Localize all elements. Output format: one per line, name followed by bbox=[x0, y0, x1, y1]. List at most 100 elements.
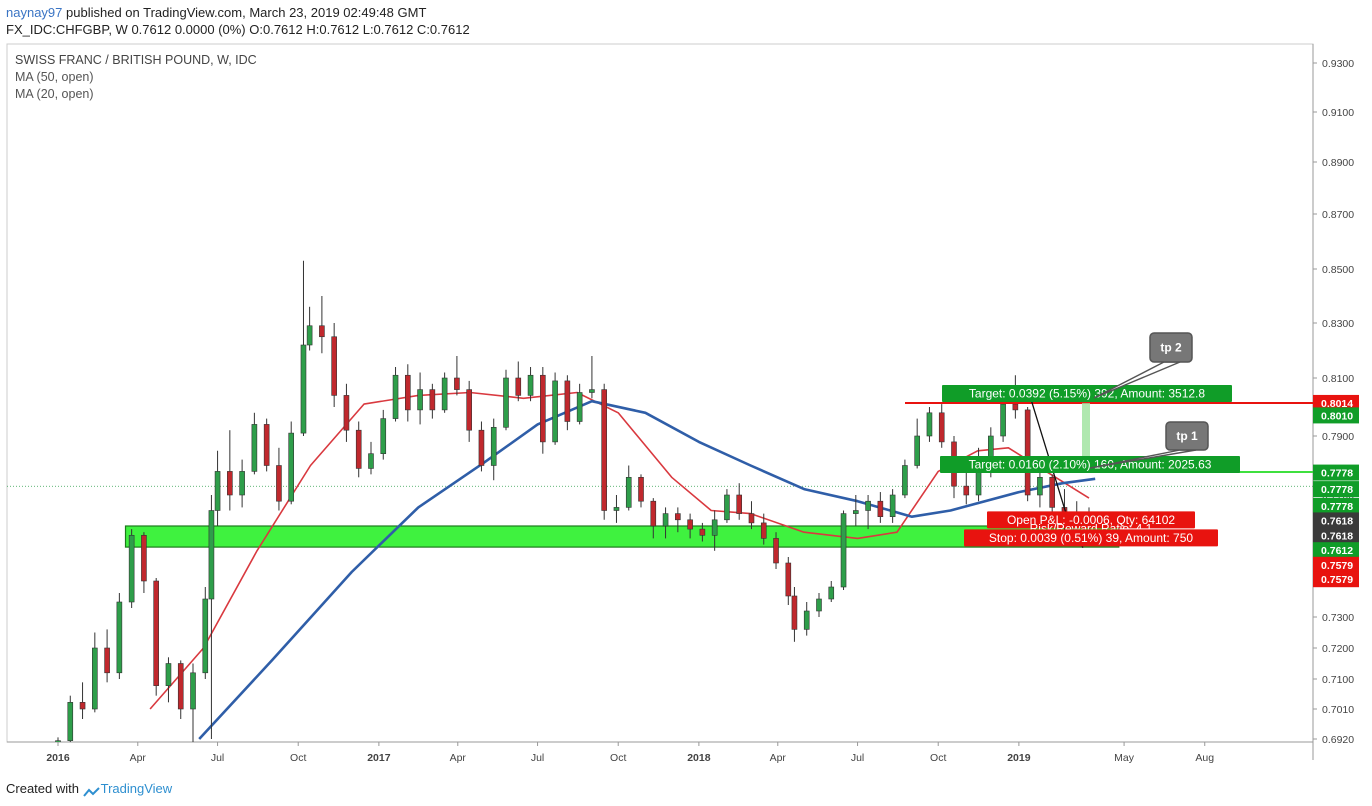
candle[interactable] bbox=[67, 695, 74, 746]
candle[interactable] bbox=[902, 459, 908, 499]
candle[interactable] bbox=[92, 632, 98, 713]
candle[interactable] bbox=[803, 602, 810, 636]
candle[interactable] bbox=[889, 489, 896, 523]
candle[interactable] bbox=[503, 369, 509, 431]
candle[interactable] bbox=[79, 682, 86, 719]
candle[interactable] bbox=[914, 418, 920, 469]
candle[interactable] bbox=[227, 430, 233, 511]
candle[interactable] bbox=[564, 375, 571, 431]
candle[interactable] bbox=[724, 489, 730, 523]
candle[interactable] bbox=[454, 356, 460, 396]
tp1-callout[interactable]: tp 1 bbox=[1089, 421, 1209, 469]
candle[interactable] bbox=[711, 510, 718, 551]
candle[interactable] bbox=[104, 629, 110, 683]
candle[interactable] bbox=[490, 418, 497, 481]
candle-body bbox=[116, 601, 123, 674]
candle-body bbox=[1012, 403, 1019, 411]
candle[interactable] bbox=[331, 323, 337, 407]
candle[interactable] bbox=[877, 492, 884, 523]
candle[interactable] bbox=[116, 593, 123, 679]
candle[interactable] bbox=[355, 421, 362, 478]
candle[interactable] bbox=[625, 465, 632, 511]
candle[interactable] bbox=[306, 306, 313, 351]
candle[interactable] bbox=[128, 529, 135, 608]
candle-body bbox=[650, 500, 657, 527]
candle[interactable] bbox=[662, 507, 669, 539]
candle[interactable] bbox=[466, 380, 472, 442]
candle[interactable] bbox=[55, 737, 61, 752]
candle[interactable] bbox=[675, 507, 681, 533]
target2-box[interactable]: Target: 0.0392 (5.15%) 392, Amount: 3512… bbox=[942, 384, 1232, 402]
candle[interactable] bbox=[687, 513, 693, 539]
candle[interactable] bbox=[699, 522, 706, 542]
stop-box[interactable]: Stop: 0.0039 (0.51%) 39, Amount: 750 bbox=[964, 529, 1218, 547]
candle[interactable] bbox=[368, 441, 374, 475]
tradingview-brand[interactable]: TradingView bbox=[100, 781, 173, 796]
candle[interactable] bbox=[165, 657, 172, 703]
candle[interactable] bbox=[190, 663, 196, 750]
candle[interactable] bbox=[343, 383, 350, 442]
candle[interactable] bbox=[736, 483, 743, 520]
candle[interactable] bbox=[785, 557, 792, 605]
candle[interactable] bbox=[828, 581, 835, 602]
candle[interactable] bbox=[926, 407, 933, 442]
candle-body bbox=[527, 374, 534, 396]
candle[interactable] bbox=[319, 296, 325, 354]
candle[interactable] bbox=[613, 495, 620, 523]
open-pnl-box[interactable]: Open P&L: -0.0006, Qty: 64102 bbox=[987, 511, 1195, 529]
candle[interactable] bbox=[263, 418, 270, 472]
candle[interactable] bbox=[202, 587, 209, 679]
price-label-bg bbox=[1313, 512, 1359, 529]
candle-body bbox=[877, 500, 884, 518]
candle[interactable] bbox=[650, 498, 657, 539]
price-label: 0.7579 bbox=[1313, 556, 1359, 573]
candle[interactable] bbox=[540, 367, 546, 454]
candle[interactable] bbox=[576, 383, 583, 425]
candle[interactable] bbox=[840, 510, 847, 591]
candle[interactable] bbox=[601, 383, 607, 520]
candle[interactable] bbox=[478, 421, 485, 472]
candle[interactable] bbox=[276, 447, 282, 511]
candle[interactable] bbox=[288, 421, 295, 505]
ma20-legend[interactable]: MA (20, open) bbox=[15, 87, 94, 101]
x-tick-label: Oct bbox=[930, 752, 946, 764]
candle[interactable] bbox=[141, 532, 147, 593]
candle[interactable] bbox=[638, 474, 644, 508]
candle[interactable] bbox=[405, 364, 411, 422]
candle[interactable] bbox=[239, 459, 245, 508]
candle[interactable] bbox=[392, 367, 399, 422]
candle[interactable] bbox=[527, 367, 534, 402]
ma50-legend[interactable]: MA (50, open) bbox=[15, 70, 94, 84]
candle[interactable] bbox=[300, 260, 307, 436]
tp2-callout[interactable]: tp 2 bbox=[1093, 332, 1193, 399]
candle[interactable] bbox=[773, 532, 779, 569]
candle-body bbox=[803, 610, 810, 630]
candle[interactable] bbox=[380, 409, 387, 460]
candle[interactable] bbox=[214, 450, 221, 526]
candle[interactable] bbox=[552, 372, 558, 445]
candle-body bbox=[417, 389, 423, 411]
candle[interactable] bbox=[153, 578, 159, 696]
candle[interactable] bbox=[1037, 468, 1043, 508]
candle[interactable] bbox=[1024, 407, 1031, 502]
candle[interactable] bbox=[208, 495, 215, 739]
candle[interactable] bbox=[177, 660, 184, 719]
candle[interactable] bbox=[853, 495, 859, 526]
author-link[interactable]: naynay97 bbox=[6, 5, 63, 20]
candle[interactable] bbox=[865, 495, 871, 530]
candle[interactable] bbox=[816, 593, 822, 617]
candle-body bbox=[405, 374, 411, 411]
candle[interactable] bbox=[589, 356, 595, 399]
candle[interactable] bbox=[760, 513, 767, 545]
candle[interactable] bbox=[441, 372, 448, 413]
candle[interactable] bbox=[791, 587, 798, 642]
candle[interactable] bbox=[417, 372, 423, 425]
candle[interactable] bbox=[429, 383, 436, 419]
candle[interactable] bbox=[748, 501, 755, 530]
candle-body bbox=[227, 471, 233, 496]
candle[interactable] bbox=[938, 404, 945, 448]
candle[interactable] bbox=[251, 412, 258, 475]
target1-box[interactable]: Target: 0.0160 (2.10%) 160, Amount: 2025… bbox=[940, 455, 1240, 473]
candle[interactable] bbox=[515, 361, 522, 402]
